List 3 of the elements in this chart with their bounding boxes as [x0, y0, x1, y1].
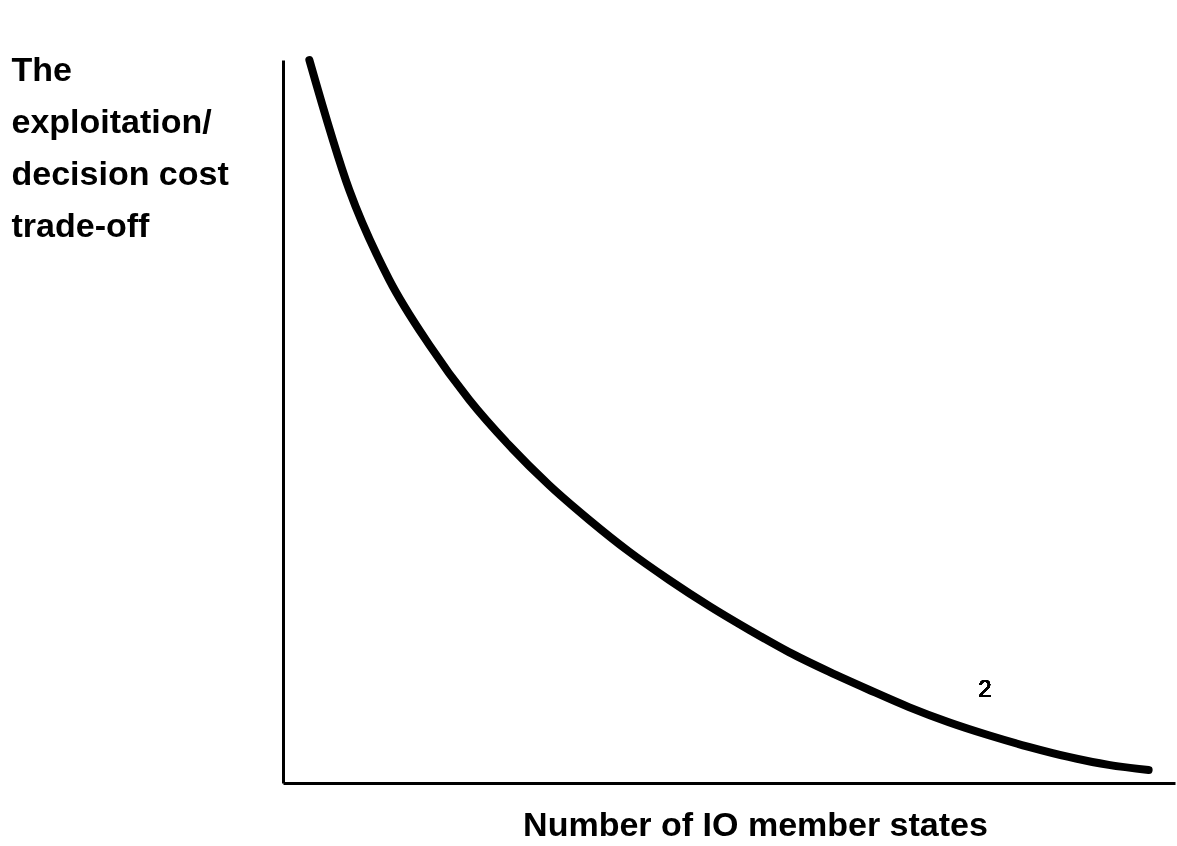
annotation: 2 — [978, 675, 992, 702]
x-axis-title: Number of IO member states — [523, 804, 988, 843]
y-axis-title: The exploitation/decision cost trade-off — [11, 49, 229, 244]
